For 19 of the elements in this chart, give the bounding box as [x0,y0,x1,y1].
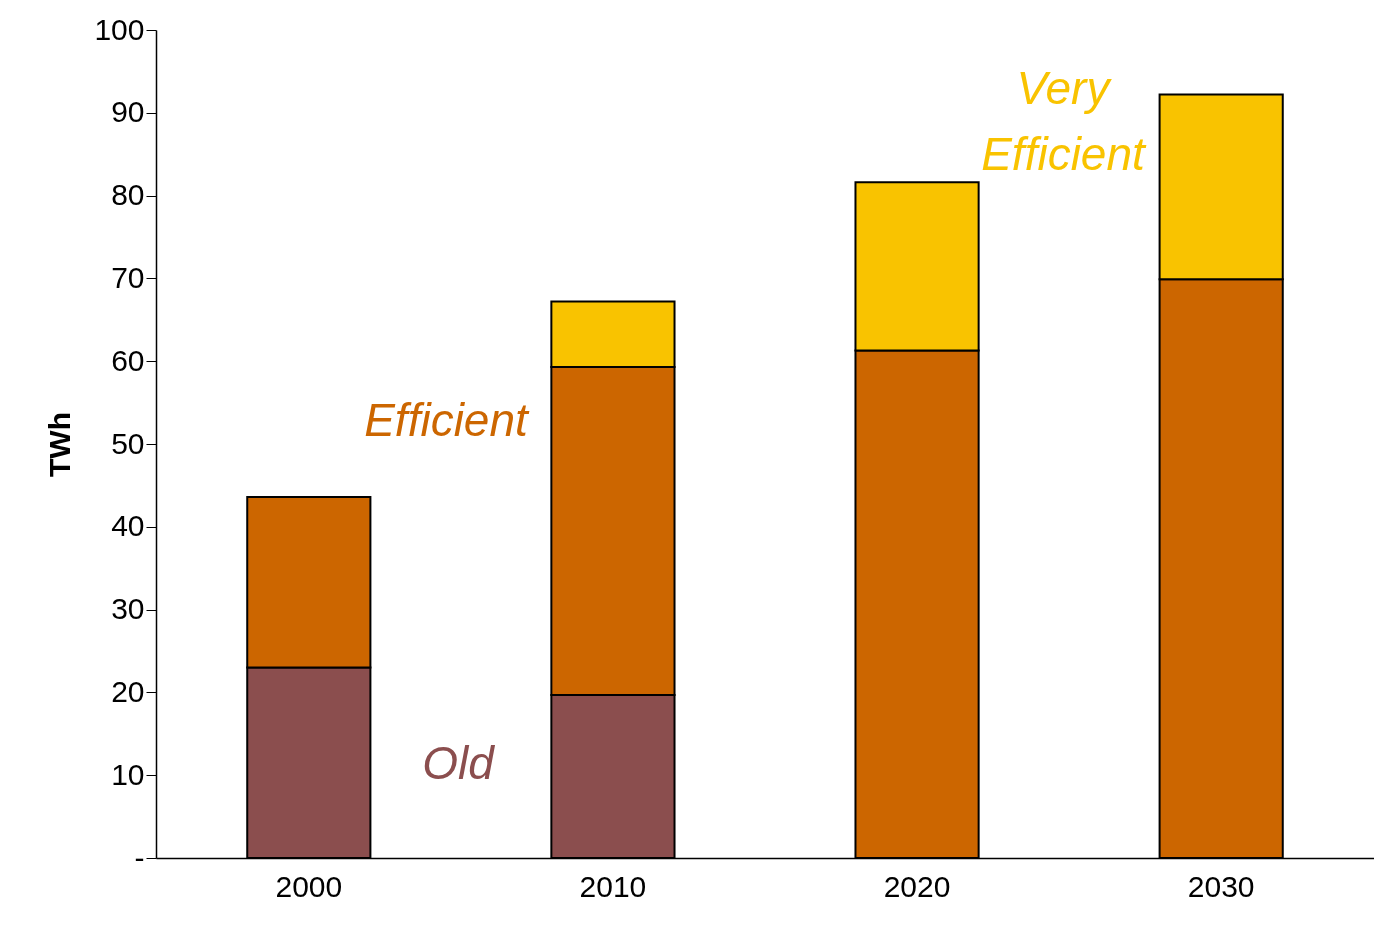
y-tick-label: 40 [111,509,145,543]
series-label: Old [422,737,496,789]
y-tick-label: - [134,840,145,874]
y-tick-label: 10 [111,757,145,791]
y-tick-label: 50 [111,426,145,460]
y-tick-label: 60 [111,343,145,377]
y-axis-title: TWh [43,412,77,477]
x-tick-label: 2020 [883,869,951,903]
x-tick-label: 2010 [579,869,647,903]
y-tick-label: 70 [111,260,145,294]
series-label: Efficient [364,394,531,446]
y-tick-label: 90 [111,95,145,129]
y-tick-label: 20 [111,674,145,708]
y-tick-label: 100 [94,12,145,46]
x-tick-label: 2030 [1187,869,1255,903]
y-tick-label: 30 [111,592,145,626]
y-tick-label: 80 [111,178,145,212]
x-tick-label: 2000 [275,869,343,903]
series-label: Very Efficient [981,62,1148,180]
